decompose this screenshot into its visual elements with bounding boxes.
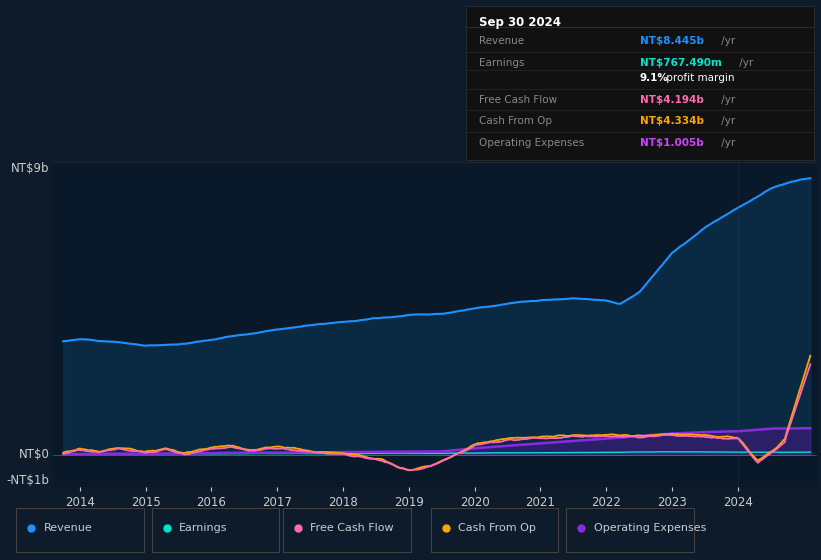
Text: NT$1.005b: NT$1.005b (640, 138, 704, 148)
Text: NT$0: NT$0 (19, 448, 49, 461)
FancyBboxPatch shape (152, 508, 279, 552)
FancyBboxPatch shape (466, 6, 814, 160)
Text: profit margin: profit margin (663, 73, 734, 83)
Text: 9.1%: 9.1% (640, 73, 669, 83)
Text: NT$767.490m: NT$767.490m (640, 58, 722, 68)
Text: /yr: /yr (718, 95, 736, 105)
Text: Revenue: Revenue (44, 523, 92, 533)
Text: Free Cash Flow: Free Cash Flow (479, 95, 557, 105)
Text: Operating Expenses: Operating Expenses (594, 523, 706, 533)
Text: /yr: /yr (736, 58, 753, 68)
Text: -NT$1b: -NT$1b (7, 474, 49, 487)
Text: Revenue: Revenue (479, 36, 525, 46)
FancyBboxPatch shape (16, 508, 144, 552)
Text: NT$4.194b: NT$4.194b (640, 95, 704, 105)
Text: Sep 30 2024: Sep 30 2024 (479, 16, 562, 29)
Text: NT$8.445b: NT$8.445b (640, 36, 704, 46)
Text: /yr: /yr (718, 36, 736, 46)
Text: Free Cash Flow: Free Cash Flow (310, 523, 394, 533)
Text: Cash From Op: Cash From Op (479, 116, 553, 126)
Text: Earnings: Earnings (479, 58, 525, 68)
Text: Earnings: Earnings (179, 523, 227, 533)
FancyBboxPatch shape (566, 508, 694, 552)
Text: Cash From Op: Cash From Op (458, 523, 536, 533)
Text: Operating Expenses: Operating Expenses (479, 138, 585, 148)
Text: /yr: /yr (718, 138, 736, 148)
FancyBboxPatch shape (283, 508, 410, 552)
Text: /yr: /yr (718, 116, 736, 126)
Text: NT$9b: NT$9b (11, 162, 49, 175)
Text: NT$4.334b: NT$4.334b (640, 116, 704, 126)
FancyBboxPatch shape (431, 508, 558, 552)
